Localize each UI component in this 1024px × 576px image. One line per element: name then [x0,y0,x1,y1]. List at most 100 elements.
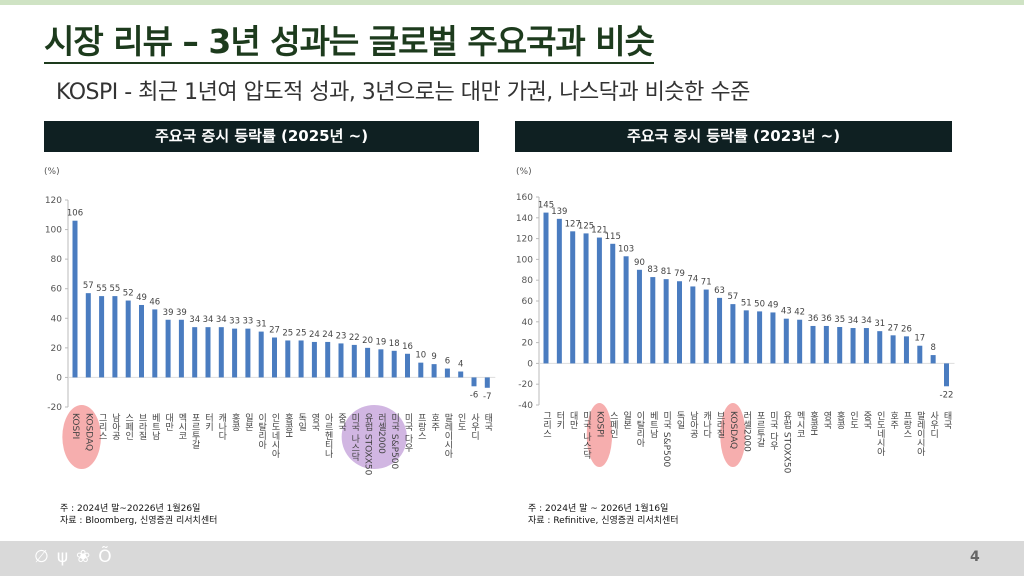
chart-left-data-label: 25 [282,328,293,338]
chart-left-category-label: 영국 [309,413,319,432]
chart-left-category-label: 멕시코 [176,413,186,440]
chart-left-category-label: 일본 [243,413,253,431]
chart-left-bar [99,296,105,378]
chart-right-data-label: 43 [781,307,792,317]
chart-left-bar [125,300,131,378]
chart-right-category-label: 미국 S&P500 [661,411,671,468]
chart-left-data-label: 10 [415,351,426,361]
chart-right-bar [730,304,736,364]
chart-right-bar [757,311,763,364]
chart-right-data-label: 74 [687,274,698,284]
chart-left-category-label: 대만 [163,413,173,431]
chart-right-data-label: 63 [714,286,725,296]
chart-left-bar [72,220,78,378]
chart-left-bar [258,331,264,378]
chart-right-notes: 주 : 2024년 말 ~ 2026년 1월16일 자료 : Refinitiv… [528,503,679,527]
chart-right-ytick-label: 40 [522,318,534,328]
chart-left-bar [232,328,238,378]
chart-left-category-label: 미국 나스닥 [349,413,359,462]
sprout-icon: ψ [56,547,77,567]
chart-left-category-label: 중국 [336,413,346,432]
chart-right-data-label: 36 [808,314,819,324]
chart-right-data-label: 145 [538,201,554,211]
chart-left-ytick-label: 100 [45,226,62,236]
chart-right-bar [797,319,803,364]
chart-right-data-label: 26 [901,324,912,334]
chart-right-bar [837,327,843,364]
chart-right-category-label: 베트남 [648,411,658,438]
chart-left-bar [471,377,477,387]
chart-right-data-label: 115 [605,232,621,242]
chart-right-bar [783,318,789,364]
chart-right-data-label: 125 [578,221,594,231]
chart-right-category-label: 미국 나스닥 [581,411,591,460]
chart-left-data-label: 106 [67,209,83,219]
chart-right-category-label: 태국 [942,411,952,430]
chart-right-category-label: 대만 [568,411,578,429]
chart-right-category-label: 이탈리아 [634,411,644,448]
chart-left-data-label: 39 [176,308,187,318]
chart-right-ytick-label: 20 [522,339,534,349]
chart-right-category-label: 홍콩H [808,410,818,436]
chart-right-bar [677,281,682,364]
chart-left-data-label: 55 [96,284,107,294]
chart-right-bar [636,269,642,364]
chart-right-category-label: 터키 [554,411,564,430]
chart-left-ytick-label: 120 [45,196,62,206]
chart-left-bar [285,340,291,378]
chart-left-category-label: 캐나다 [216,413,226,441]
chart-left-bar [365,347,371,378]
chart-left-category-label: 호주 [429,413,439,432]
chart-left-highlight-ellipse [62,405,101,469]
chart-left-bar [152,309,158,378]
chart-left-category-label: 독일 [296,413,306,431]
chart-right-bar [583,233,589,364]
chart-left-category-label: 스페인 [123,413,133,440]
footer-icons: ∅ψ❀Õ [34,547,120,567]
chart-left-data-label: -6 [470,390,478,400]
chart-right-bar [690,286,696,364]
chart-right-category-label: 남아공 [688,411,698,438]
page-number: 4 [970,549,980,565]
chart-right-data-label: 127 [565,219,581,229]
chart-right-data-label: 35 [834,315,845,325]
chart-left-data-label: 20 [362,336,373,346]
chart-right-category-label: 독일 [675,411,685,429]
chart-right-bar [770,312,776,364]
chart-left-category-label: 터키 [203,413,213,432]
chart-left-ytick-label: 60 [51,285,63,295]
chart-left-category-label: 남아공 [110,413,120,440]
chart-right-category-label: 사우디 [928,411,938,439]
chart-left-source: 자료 : Bloomberg, 신영증권 리서치센터 [60,516,218,526]
chart-right-data-label: 139 [551,207,567,217]
chart-right-bar [650,277,656,364]
chart-right-category-label: 인도네시아 [875,411,885,457]
chart-right-highlight-ellipse [586,403,613,467]
chart-left-ytick-label: 0 [56,373,62,383]
chart-right-data-label: 8 [930,343,935,353]
chart-left-data-label: 39 [163,308,174,318]
chart-left-bar [431,364,437,378]
chart-left-data-label: -7 [483,392,491,402]
page-subtitle: KOSPI - 최근 1년여 압도적 성과, 3년으로는 대만 가권, 나스닥과… [56,80,750,105]
chart-right-category-label: 브라질 [715,411,725,438]
chart-right-bar [850,328,856,364]
chart-right-data-label: 81 [661,267,672,277]
chart-left-data-label: 16 [402,342,413,352]
chart-left-category-label: 베트남 [150,413,160,440]
chart-left-category-label: 러셀2000 [376,413,386,454]
chart-left-category-label: 홍콩 [230,412,240,431]
chart-right-ytick-label: -20 [518,380,533,390]
chart-right-data-label: 34 [861,316,872,326]
chart-left-bar [298,340,304,378]
chart-right-category-label: 홍콩 [835,410,845,429]
chart-right-category-label: 영국 [821,411,831,430]
top-accent-line [0,0,1024,5]
chart-left-data-label: 46 [149,297,160,307]
chart-left-bar [378,349,384,378]
chart-right-data-label: 103 [618,244,634,254]
chart-left-data-label: 55 [109,284,120,294]
chart-left-bar [85,293,91,378]
chart-left-data-label: 23 [336,331,347,341]
chart-left-bar [218,327,224,378]
